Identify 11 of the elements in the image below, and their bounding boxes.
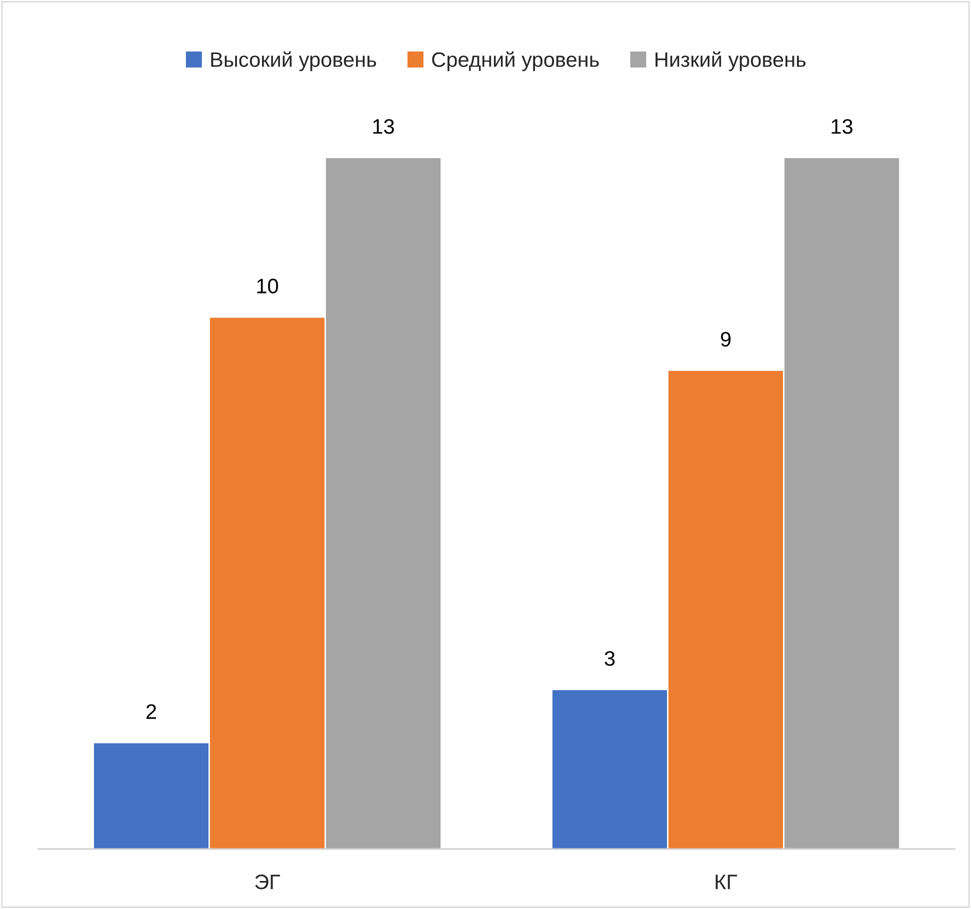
data-label: 9 (720, 332, 731, 347)
legend-label: Высокий уровень (211, 51, 376, 72)
data-label: 13 (373, 119, 394, 134)
x-tick-label: ЭГ (255, 874, 280, 890)
x-tick-label: КГ (716, 874, 738, 890)
data-label: 2 (146, 704, 156, 719)
data-label: 10 (257, 278, 278, 294)
legend-label: Средний уровень (432, 51, 599, 72)
data-label: 3 (604, 651, 615, 666)
data-label: 13 (832, 119, 852, 134)
legend-label: Низкий уровень (656, 51, 806, 72)
